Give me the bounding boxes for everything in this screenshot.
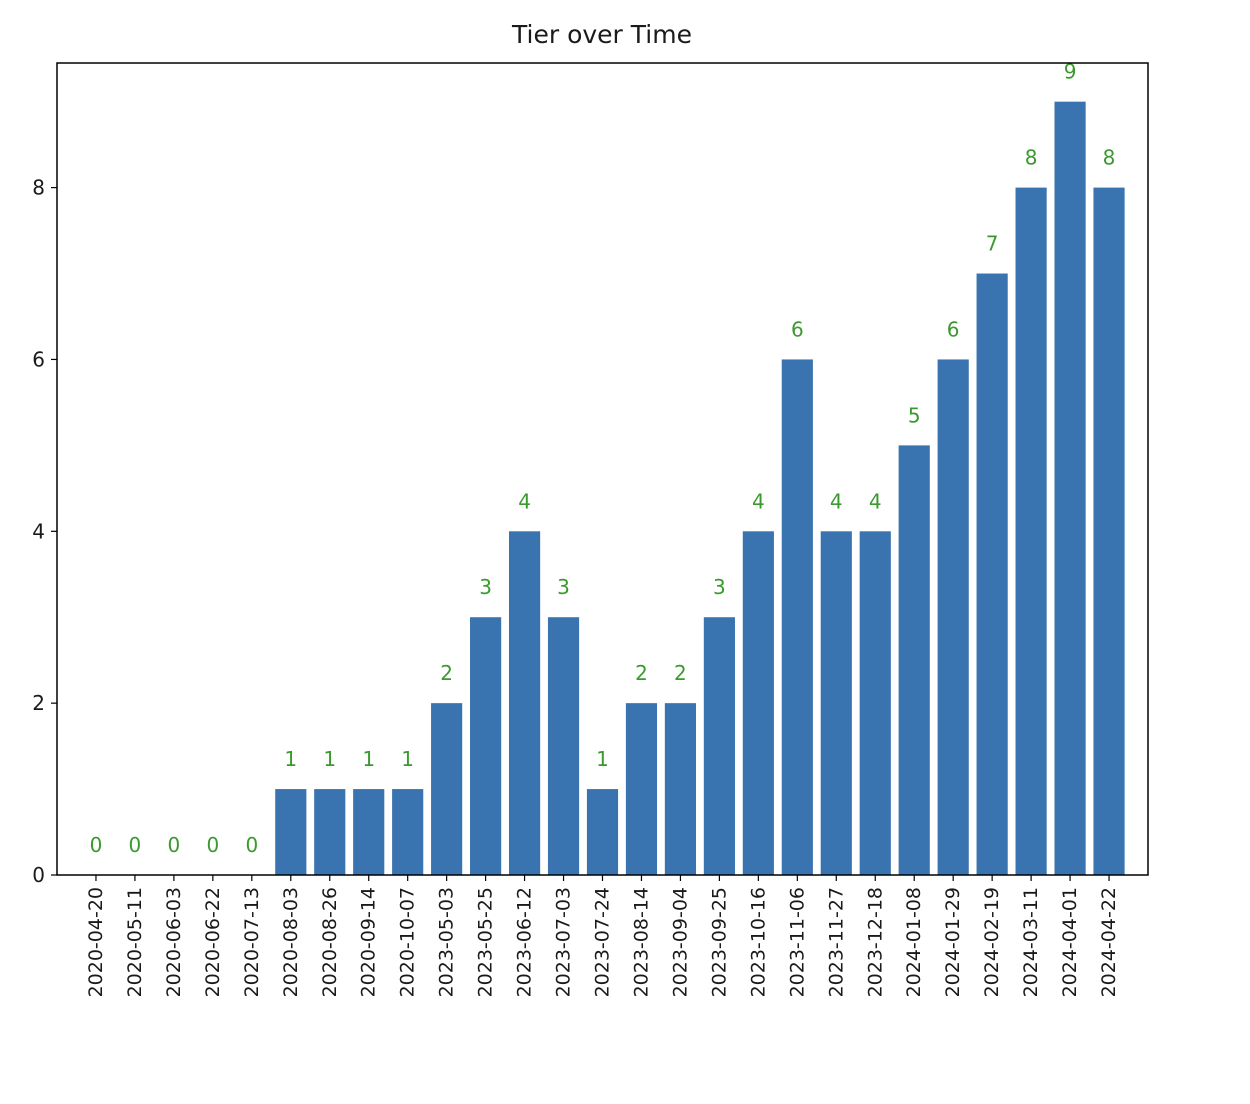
x-tick-label: 2023-09-25 — [708, 887, 730, 997]
data-label: 1 — [323, 747, 336, 771]
data-labels-layer: 0 0 0 0 0 1 1 1 1 2 3 4 3 1 2 2 3 4 6 4 4 5 6 7 8 9 8 — [90, 60, 1116, 857]
x-tick-label: 2023-07-03 — [553, 887, 575, 997]
y-tick-label: 8 — [32, 176, 45, 200]
x-tick-label: 2023-06-12 — [514, 887, 536, 997]
bar — [625, 703, 658, 875]
y-axis: 0 2 4 6 8 — [32, 176, 57, 887]
y-tick-label: 6 — [32, 347, 45, 371]
x-tick-label: 2020-06-22 — [202, 887, 224, 997]
bar — [820, 531, 852, 875]
bar — [859, 531, 891, 875]
x-tick-label: 2020-08-26 — [319, 887, 341, 997]
x-tick-label: 2023-09-04 — [669, 887, 691, 997]
bar — [1054, 101, 1086, 875]
x-tick-label: 2024-01-08 — [903, 887, 925, 997]
x-tick-label: 2020-08-03 — [280, 887, 302, 997]
x-tick-label: 2023-05-03 — [436, 887, 458, 997]
data-label: 4 — [869, 489, 882, 513]
data-label: 3 — [713, 575, 726, 599]
bar — [664, 703, 697, 875]
data-label: 6 — [791, 317, 804, 341]
y-tick-label: 4 — [32, 519, 45, 543]
x-tick-label: 2020-06-03 — [163, 887, 185, 997]
x-tick-label: 2020-05-11 — [124, 887, 146, 997]
bar — [898, 445, 930, 875]
bar — [937, 359, 969, 875]
x-axis: 2020-04-20 2020-05-11 2020-06-03 2020-06-22… — [85, 875, 1120, 997]
data-label: 1 — [596, 747, 609, 771]
chart-title: Tier over Time — [511, 20, 692, 49]
x-tick-label: 2020-09-14 — [358, 887, 380, 997]
bar — [353, 789, 385, 875]
x-tick-label: 2023-11-27 — [825, 887, 847, 997]
x-tick-label: 2020-10-07 — [397, 887, 419, 997]
data-label: 0 — [129, 833, 142, 857]
bar — [470, 617, 502, 875]
x-tick-label: 2024-04-22 — [1098, 887, 1120, 997]
bar — [314, 789, 346, 875]
data-label: 4 — [752, 489, 765, 513]
data-label: 2 — [674, 661, 687, 685]
x-tick-label: 2023-05-25 — [475, 887, 497, 997]
x-tick-label: 2020-04-20 — [85, 887, 107, 997]
data-label: 1 — [362, 747, 375, 771]
data-label: 3 — [479, 575, 492, 599]
data-label: 8 — [1103, 146, 1116, 170]
data-label: 7 — [986, 232, 999, 256]
data-label: 4 — [830, 489, 843, 513]
bar — [1093, 187, 1125, 875]
data-label: 0 — [90, 833, 103, 857]
data-label: 0 — [206, 833, 219, 857]
bar — [1015, 187, 1047, 875]
data-label: 0 — [245, 833, 258, 857]
bar — [508, 531, 541, 875]
bar — [703, 617, 735, 875]
bar — [976, 273, 1008, 875]
plot-frame — [56, 62, 1149, 876]
bar — [275, 789, 307, 875]
data-label: 3 — [557, 575, 570, 599]
x-tick-label: 2023-07-24 — [592, 887, 614, 997]
y-tick-label: 2 — [32, 691, 45, 715]
bars-layer — [275, 101, 1125, 875]
data-label: 1 — [284, 747, 297, 771]
x-tick-label: 2024-04-01 — [1059, 887, 1081, 997]
data-label: 6 — [947, 317, 960, 341]
data-label: 2 — [440, 661, 453, 685]
bar — [392, 789, 424, 875]
x-tick-label: 2023-12-18 — [864, 887, 886, 997]
bar — [586, 789, 619, 875]
bar — [742, 531, 774, 875]
x-tick-label: 2023-11-06 — [786, 887, 808, 997]
x-tick-label: 2024-03-11 — [1020, 887, 1042, 997]
data-label: 8 — [1025, 146, 1038, 170]
bar — [547, 617, 580, 875]
x-tick-label: 2020-07-13 — [241, 887, 263, 997]
x-tick-label: 2023-08-14 — [630, 887, 652, 997]
bar — [431, 703, 463, 875]
y-tick-label: 0 — [32, 863, 45, 887]
x-tick-label: 2024-02-19 — [981, 887, 1003, 997]
bar — [781, 359, 813, 875]
data-label: 1 — [401, 747, 414, 771]
x-tick-label: 2023-10-16 — [747, 887, 769, 997]
data-label: 9 — [1064, 60, 1077, 84]
data-label: 4 — [518, 489, 531, 513]
data-label: 0 — [168, 833, 181, 857]
data-label: 2 — [635, 661, 648, 685]
x-tick-label: 2024-01-29 — [942, 887, 964, 997]
data-label: 5 — [908, 403, 921, 427]
